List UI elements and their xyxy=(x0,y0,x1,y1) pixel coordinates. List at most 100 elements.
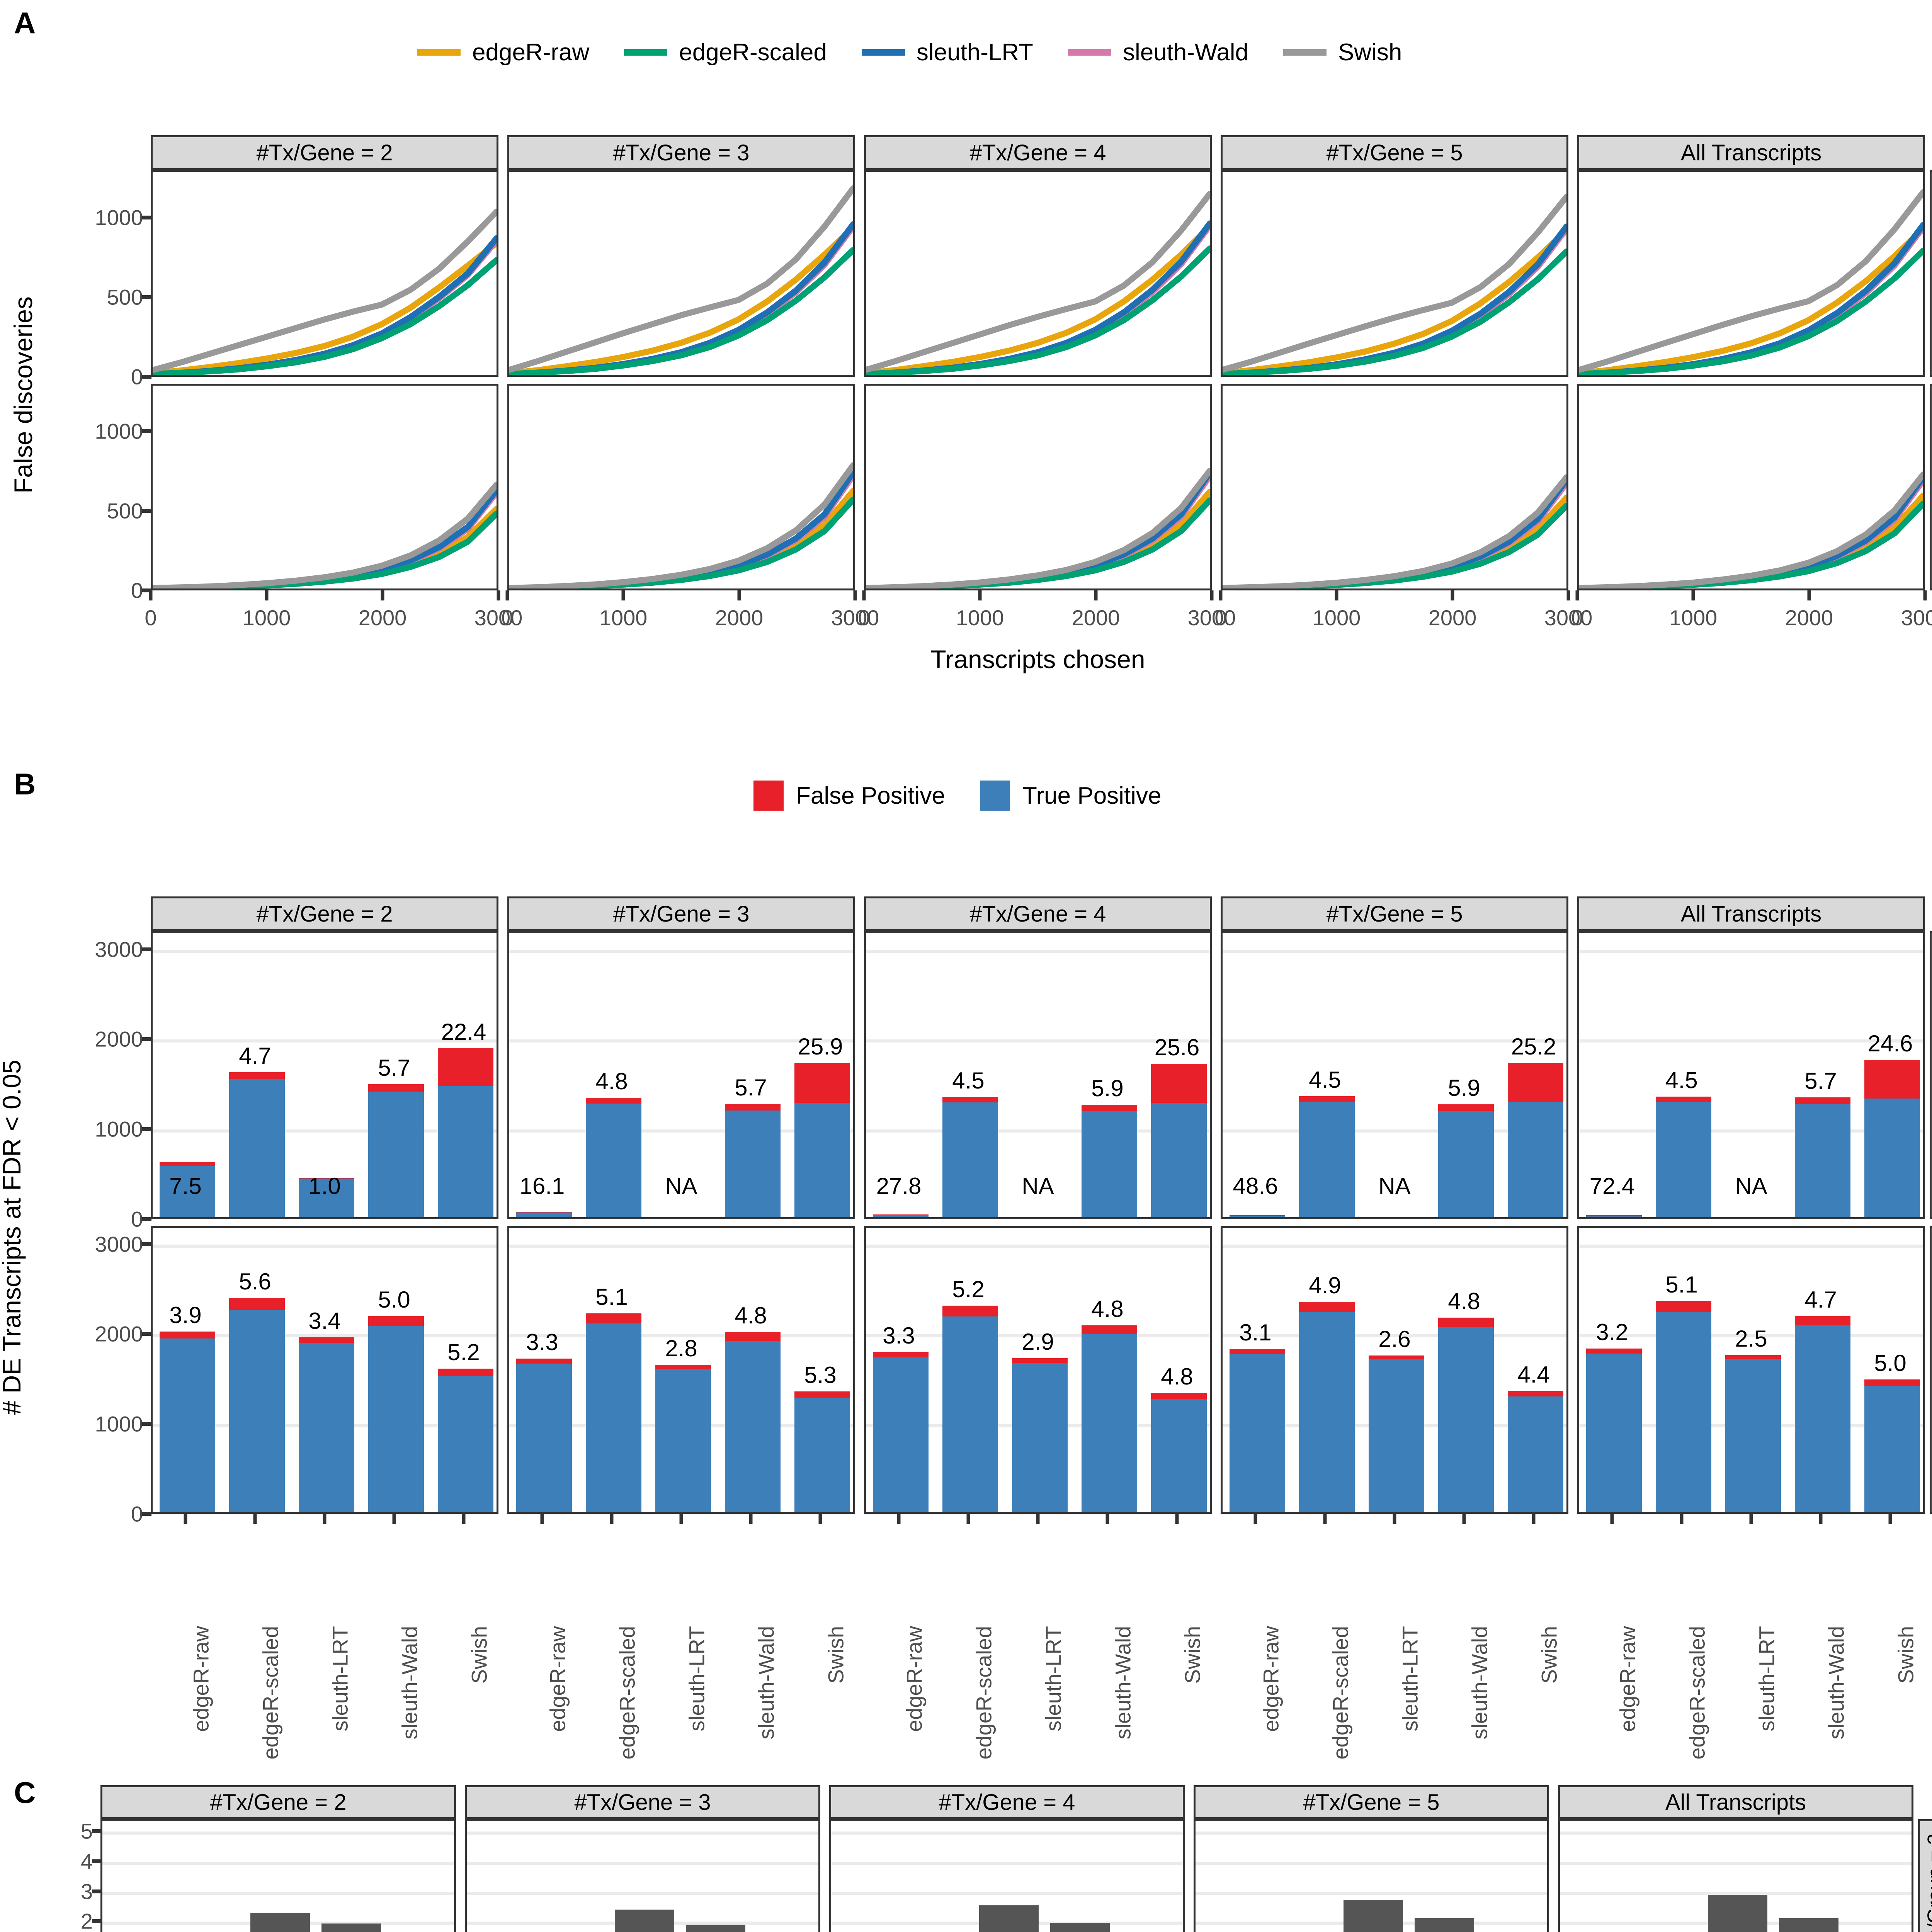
legend-item-sleuth-lrt: sleuth-LRT xyxy=(861,39,1068,66)
panel-a-x-tick-mark xyxy=(853,590,857,600)
bar-value-label: 3.3 xyxy=(883,1322,915,1349)
panel-b-x-tick-mark xyxy=(1888,1514,1892,1524)
facet-strip-col-4: #Tx/Gene = 5 xyxy=(1194,1785,1549,1819)
bar-false-positive xyxy=(1438,1104,1494,1111)
gridline xyxy=(509,1334,853,1338)
gridline xyxy=(1579,1244,1923,1248)
bar-true-positive xyxy=(655,1369,711,1512)
bar-value-label: 4.5 xyxy=(952,1068,985,1094)
bar-value-label: 4.5 xyxy=(1309,1066,1341,1093)
panel-a-x-tick-label: 1000 xyxy=(1312,605,1361,630)
bar-false-positive xyxy=(1586,1348,1642,1354)
bar-value-label: NA xyxy=(665,1173,697,1199)
panel-a-x-tick-mark xyxy=(978,590,982,600)
panel-c-facet-cell xyxy=(1194,1819,1549,1932)
panel-b-y-tick-mark xyxy=(142,947,151,951)
bar-false-positive xyxy=(229,1298,285,1310)
panel-a-x-tick-mark xyxy=(1575,590,1579,600)
panel-b-y-axis-title: # DE Transcripts at FDR < 0.05 xyxy=(0,1060,26,1415)
facet-strip-col-4: #Tx/Gene = 5 xyxy=(1221,896,1568,931)
panel-b-x-tick-mark xyxy=(1036,1514,1040,1524)
panel-b-facet-cell xyxy=(507,1226,855,1514)
panel-c-y-tick-label: 5 xyxy=(80,1819,93,1844)
bar-value-label: 5.6 xyxy=(239,1269,271,1295)
panel-a-y-tick-label: 1000 xyxy=(95,205,143,230)
gridline xyxy=(509,1039,853,1043)
bar-value-label: 5.2 xyxy=(952,1276,985,1302)
panel-a-facet-cell xyxy=(1577,384,1925,590)
panel-a-x-tick-mark xyxy=(1807,590,1811,600)
panel-b-facet-cell xyxy=(1221,931,1568,1219)
bar-value-label: 5.7 xyxy=(1804,1068,1837,1094)
panel-a-y-tick-mark xyxy=(142,429,151,434)
panel-a-y-tick-label: 500 xyxy=(107,498,143,523)
legend-label: sleuth-LRT xyxy=(916,39,1033,66)
bar-value-label: 22.4 xyxy=(441,1019,486,1045)
facet-strip-col-3: #Tx/Gene = 4 xyxy=(829,1785,1185,1819)
bar-false-positive xyxy=(1795,1097,1850,1104)
facet-strip-col-2: #Tx/Gene = 3 xyxy=(465,1785,820,1819)
bar-true-positive xyxy=(1082,1334,1137,1512)
legend-swatch-line xyxy=(1283,49,1327,56)
panel-b-legend: False Positive True Positive xyxy=(753,781,1196,811)
bar-true-positive xyxy=(1795,1325,1850,1512)
panel-c-y-tick-mark xyxy=(92,1829,101,1833)
bar-false-positive xyxy=(1438,1318,1494,1327)
bar-false-positive xyxy=(1299,1302,1355,1313)
bar-false-positive xyxy=(516,1211,572,1213)
panel-b-y-tick-mark xyxy=(142,1512,151,1516)
panel-a-x-tick-label: 2000 xyxy=(715,605,764,630)
bar-value-label: 4.4 xyxy=(1517,1362,1550,1388)
panel-a-y-tick-label: 1000 xyxy=(95,419,143,444)
gridline xyxy=(831,1861,1183,1865)
bar-value-label: NA xyxy=(1735,1173,1767,1199)
bar-false-positive xyxy=(586,1313,641,1324)
bar-value-label: 72.4 xyxy=(1589,1173,1635,1199)
bar-value-label: 5.1 xyxy=(1665,1272,1698,1298)
panel-b-x-tick-mark xyxy=(1610,1514,1614,1524)
gridline xyxy=(1223,1244,1566,1248)
panel-b-x-tick-mark xyxy=(1680,1514,1684,1524)
legend-label: Swish xyxy=(1338,39,1402,66)
bar-false-positive xyxy=(368,1084,424,1092)
bar-false-positive xyxy=(368,1316,424,1326)
bar-value-label: 5.0 xyxy=(378,1286,410,1313)
gridline xyxy=(153,1244,497,1248)
bar-false-positive xyxy=(1082,1325,1137,1335)
panel-a-y-tick-mark xyxy=(142,375,151,379)
panel-b-y-tick-label: 0 xyxy=(131,1502,143,1526)
bar-value-label: 5.9 xyxy=(1448,1075,1480,1101)
bar-true-positive xyxy=(1230,1216,1285,1217)
bar-true-positive xyxy=(1151,1398,1207,1512)
bar-false-positive xyxy=(1864,1060,1920,1099)
facet-strip-col-5: All Transcripts xyxy=(1577,896,1925,931)
panel-a-x-axis-title: Transcripts chosen xyxy=(930,645,1145,673)
legend-item-edger-raw: edgeR-raw xyxy=(417,39,624,66)
bar-false-positive xyxy=(725,1104,781,1111)
bar-false-positive xyxy=(942,1305,998,1316)
panel-c-y-tick-mark xyxy=(92,1919,101,1923)
bar-true-positive xyxy=(725,1340,781,1512)
panel-a-x-tick-mark xyxy=(1451,590,1454,600)
panel-a-x-tick-mark xyxy=(149,590,153,600)
panel-a-y-tick-mark xyxy=(142,295,151,299)
bar-value-label: 5.7 xyxy=(735,1075,767,1101)
bar-value-label: 5.0 xyxy=(1874,1350,1906,1376)
bar-true-positive xyxy=(299,1178,354,1217)
panel-b-x-tick-mark xyxy=(1323,1514,1327,1524)
bar-value-label: 3.9 xyxy=(169,1302,202,1328)
panel-a-y-tick-mark xyxy=(142,588,151,592)
facet-strip-col-3: #Tx/Gene = 4 xyxy=(864,135,1212,170)
panel-b-x-tick-mark xyxy=(323,1514,327,1524)
panel-b-y-tick-label: 2000 xyxy=(95,1027,143,1051)
bar-true-positive xyxy=(1151,1103,1207,1217)
legend-item-edger-scaled: edgeR-scaled xyxy=(624,39,862,66)
panel-a-x-tick-label: 1000 xyxy=(1669,605,1718,630)
panel-a-x-tick-label: 0 xyxy=(1214,605,1227,630)
bar-true-positive xyxy=(1586,1216,1642,1217)
facet-strip-col-2: #Tx/Gene = 3 xyxy=(507,135,855,170)
panel-b-y-tick-label: 1000 xyxy=(95,1412,143,1436)
bar-false-positive xyxy=(160,1162,215,1167)
bar-false-positive xyxy=(1656,1301,1711,1312)
panel-b-y-tick-mark xyxy=(142,1422,151,1426)
